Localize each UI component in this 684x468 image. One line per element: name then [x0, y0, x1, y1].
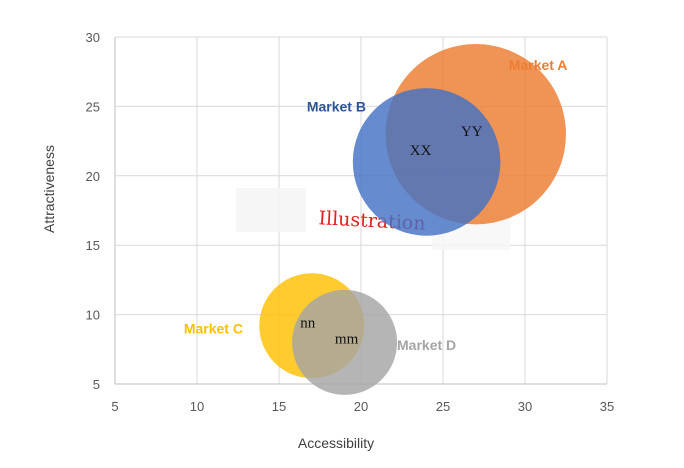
bubble-label: YY [461, 124, 483, 140]
market-label: Market A [509, 57, 568, 73]
market-label: Market D [397, 337, 456, 353]
x-tick-label: 5 [111, 399, 118, 414]
bubble-labels: YY XX nn mm [300, 124, 482, 347]
x-tick-label: 15 [272, 399, 286, 414]
x-tick-label: 30 [518, 399, 532, 414]
x-tick-label: 25 [436, 399, 450, 414]
y-tick-label: 10 [86, 308, 100, 323]
x-tick-label: 35 [600, 399, 614, 414]
bubble-label: mm [335, 331, 359, 347]
x-tick-label: 20 [354, 399, 368, 414]
x-tick-label: 10 [190, 399, 204, 414]
market-label: Market B [307, 98, 366, 114]
y-tick-label: 20 [86, 169, 100, 184]
bubble [352, 88, 501, 236]
y-tick-labels: 5 10 15 20 25 30 [86, 30, 100, 392]
market-annotations: Market A Market B Market C Market D [184, 57, 568, 353]
y-tick-label: 15 [86, 238, 100, 253]
x-axis-title: Accessibility [298, 435, 374, 451]
bubble-label: XX [410, 143, 432, 159]
y-tick-label: 5 [93, 377, 100, 392]
y-tick-label: 30 [86, 30, 100, 45]
y-tick-label: 25 [86, 99, 100, 114]
bubbles [259, 43, 566, 395]
bubble [292, 289, 398, 395]
bubble-label: nn [300, 316, 316, 332]
y-axis-title: Attractiveness [41, 145, 57, 233]
watermark-backdrop-left [236, 188, 306, 232]
market-label: Market C [184, 320, 243, 336]
x-tick-labels: 5 10 15 20 25 30 35 [111, 399, 614, 414]
